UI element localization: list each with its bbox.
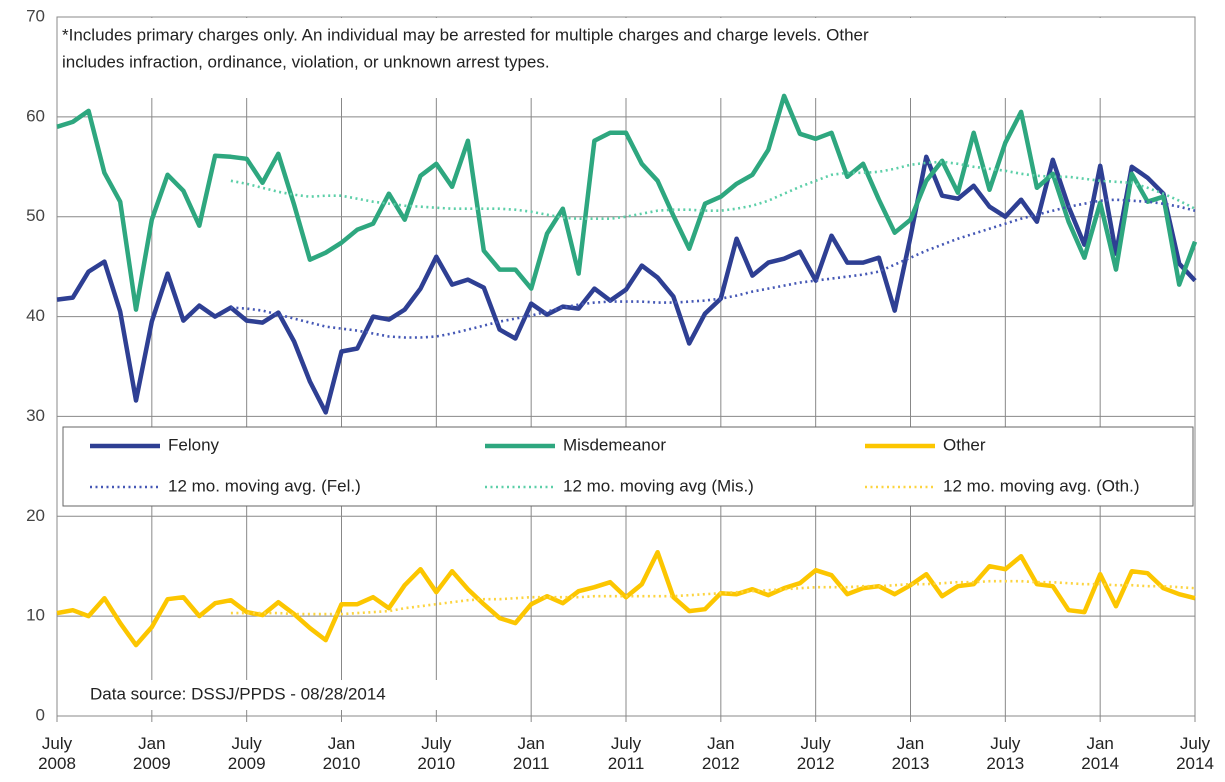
x-tick-label: July 2008 xyxy=(38,734,76,773)
legend-label: Other xyxy=(943,435,986,454)
moving-average-line xyxy=(230,160,1196,220)
note: *Includes primary charges only. An indiv… xyxy=(62,25,869,44)
legend-label: 12 mo. moving avg. (Oth.) xyxy=(943,476,1140,495)
y-tick-label: 30 xyxy=(26,406,45,425)
series-line xyxy=(56,154,1197,415)
y-tick-label: 0 xyxy=(36,705,45,724)
x-tick-label: July 2012 xyxy=(797,734,835,773)
x-tick-label: Jan 2010 xyxy=(323,734,361,773)
x-tick-label: Jan 2009 xyxy=(133,734,171,773)
legend-label: 12 mo. moving avg (Mis.) xyxy=(563,476,754,495)
source-box xyxy=(82,680,442,710)
legend-label: 12 mo. moving avg. (Fel.) xyxy=(168,476,361,495)
x-tick-label: July 2009 xyxy=(228,734,266,773)
x-tick-label: July 2013 xyxy=(986,734,1024,773)
x-tick-label: Jan 2011 xyxy=(513,734,550,773)
x-tick-label: July 2011 xyxy=(608,734,645,773)
legend-label: Misdemeanor xyxy=(563,435,666,454)
x-tick-label: July 2014 xyxy=(1176,734,1214,773)
y-tick-label: 70 xyxy=(26,6,45,25)
y-tick-label: 40 xyxy=(26,306,45,325)
y-tick-label: 60 xyxy=(26,106,45,125)
source: Data source: DSSJ/PPDS - 08/28/2014 xyxy=(90,684,386,703)
x-tick-label: Jan 2013 xyxy=(892,734,930,773)
moving-average-line xyxy=(230,579,1196,616)
note-box xyxy=(58,18,1194,98)
x-tick-label: Jan 2014 xyxy=(1081,734,1119,773)
series-line xyxy=(56,93,1198,312)
x-tick-label: Jan 2012 xyxy=(702,734,740,773)
legend-box xyxy=(62,426,1194,507)
y-tick-label: 50 xyxy=(26,206,45,225)
y-tick-label: 20 xyxy=(26,506,45,525)
y-tick-label: 10 xyxy=(26,606,45,625)
legend-label: Felony xyxy=(168,435,220,454)
note: includes infraction, ordinance, violatio… xyxy=(62,52,550,71)
x-tick-label: July 2010 xyxy=(417,734,455,773)
